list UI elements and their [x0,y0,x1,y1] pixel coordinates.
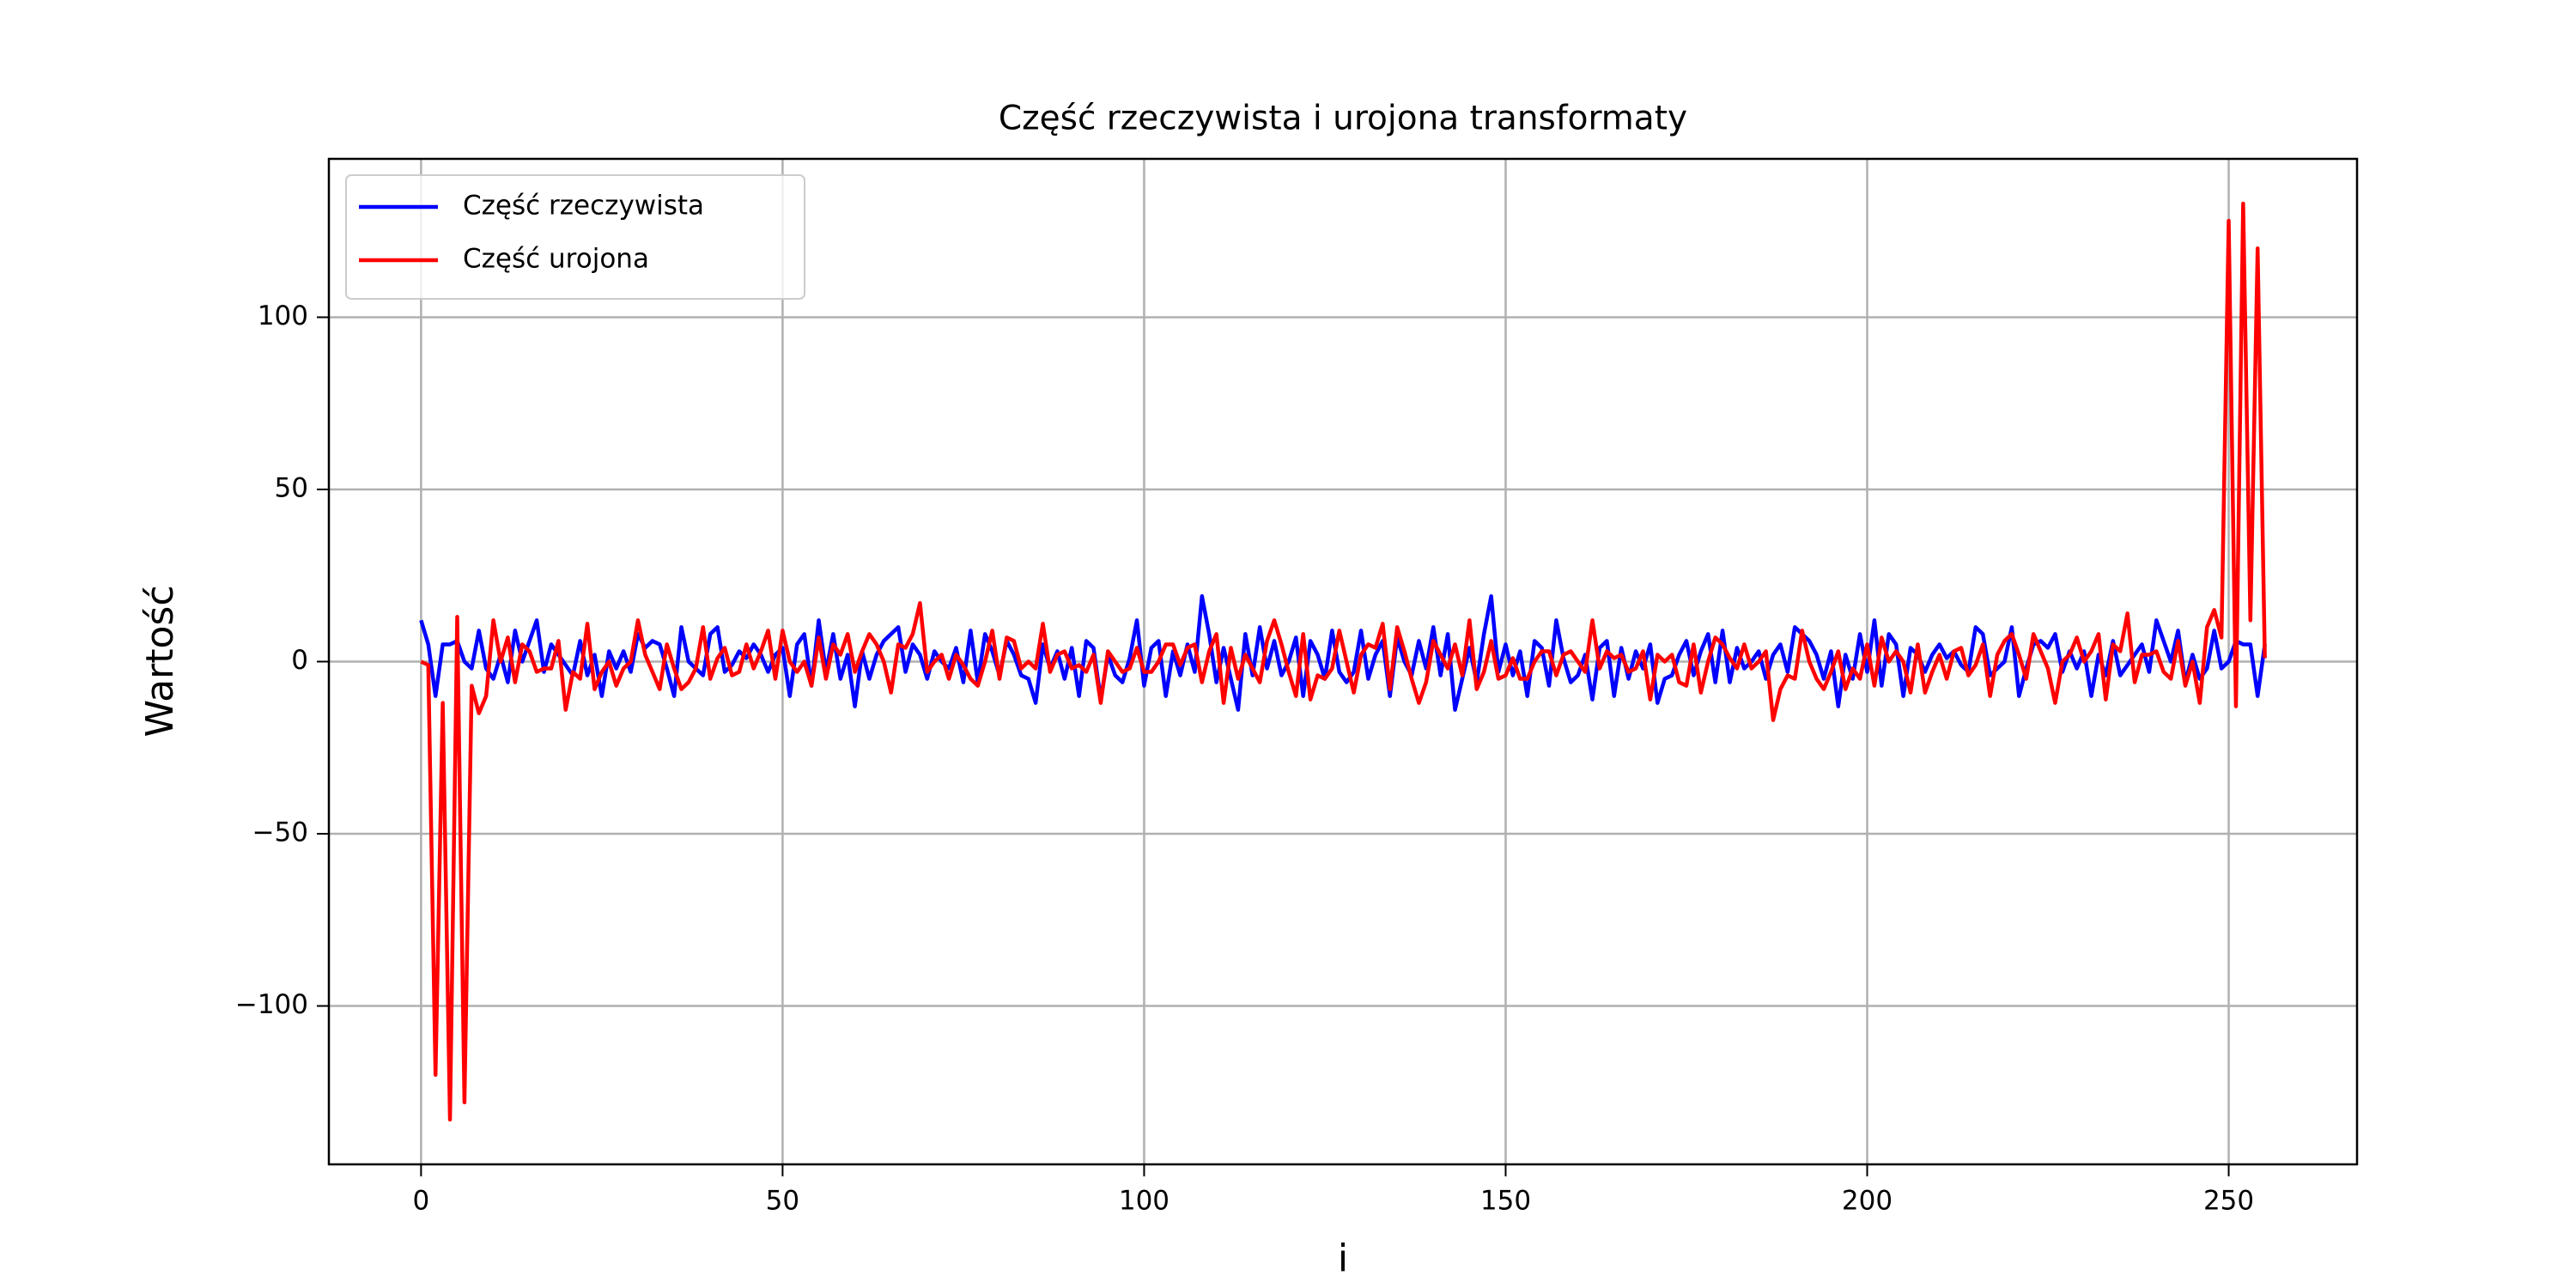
legend-label: Część rzeczywista [463,191,704,222]
x-axis-label: i [1338,1236,1348,1280]
x-tick-label: 100 [1119,1186,1170,1217]
y-tick-label: 50 [275,472,308,503]
chart-title: Część rzeczywista i urojona transformaty [999,100,1687,138]
y-tick-label: 0 [291,645,308,676]
data-line [420,201,2267,1122]
x-tick-label: 150 [1480,1186,1531,1217]
y-axis-label: Wartość [138,585,182,737]
x-tick-label: 50 [766,1186,799,1217]
y-tick-label: −100 [235,989,308,1020]
x-tick-label: 250 [2203,1186,2254,1217]
y-tick-label: 100 [258,301,308,331]
plot-frame [327,157,2359,1166]
x-tick-label: 0 [412,1186,429,1217]
y-tick-label: −50 [252,817,308,848]
legend-label: Część urojona [463,244,649,275]
x-tick-label: 200 [1842,1186,1893,1217]
legend-box [345,174,805,300]
